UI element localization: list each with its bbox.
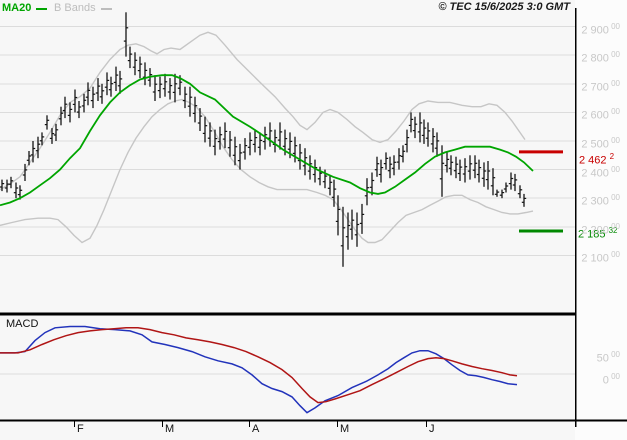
month-label: A	[252, 423, 260, 435]
price-axis-label: 2 800 00	[581, 50, 620, 65]
plot-background	[0, 0, 575, 440]
price-axis-label: 2 400 00	[581, 165, 620, 180]
price-axis-label: 2 500 00	[581, 136, 620, 151]
copyright-text: © TEC 15/6/2025 3:0 GMT	[438, 1, 570, 13]
macd-panel-label: MACD	[6, 318, 39, 330]
price-axis-label: 2 100 00	[581, 250, 620, 265]
price-axis-label: 2 300 00	[581, 193, 620, 208]
ma20-legend-dash	[36, 8, 47, 10]
bollinger-upper-band	[0, 31, 526, 191]
ma20-line	[0, 74, 534, 207]
macd-axis-label: 0 00	[602, 372, 620, 387]
resistance-level-label: 2 462 2	[579, 152, 615, 167]
month-label: M	[340, 423, 350, 435]
bollinger-lower-band	[0, 98, 534, 244]
month-label: J	[429, 423, 435, 435]
month-label: M	[165, 423, 175, 435]
month-label: F	[77, 423, 84, 435]
macd-axis-label: 50 00	[596, 350, 620, 365]
ma20-legend-label: MA20	[2, 2, 32, 14]
bbands-legend-dash	[101, 8, 112, 10]
price-axis-label: 2 900 00	[581, 22, 620, 37]
bbands-legend-label: B Bands	[54, 2, 96, 14]
macd-signal-line	[0, 327, 518, 404]
support-level-label: 2 185 32	[578, 226, 618, 241]
axis-margin	[575, 0, 627, 440]
price-axis-label: 2 700 00	[581, 79, 620, 94]
price-axis-label: 2 200 00	[581, 222, 620, 237]
price-axis-label: 2 600 00	[581, 107, 620, 122]
